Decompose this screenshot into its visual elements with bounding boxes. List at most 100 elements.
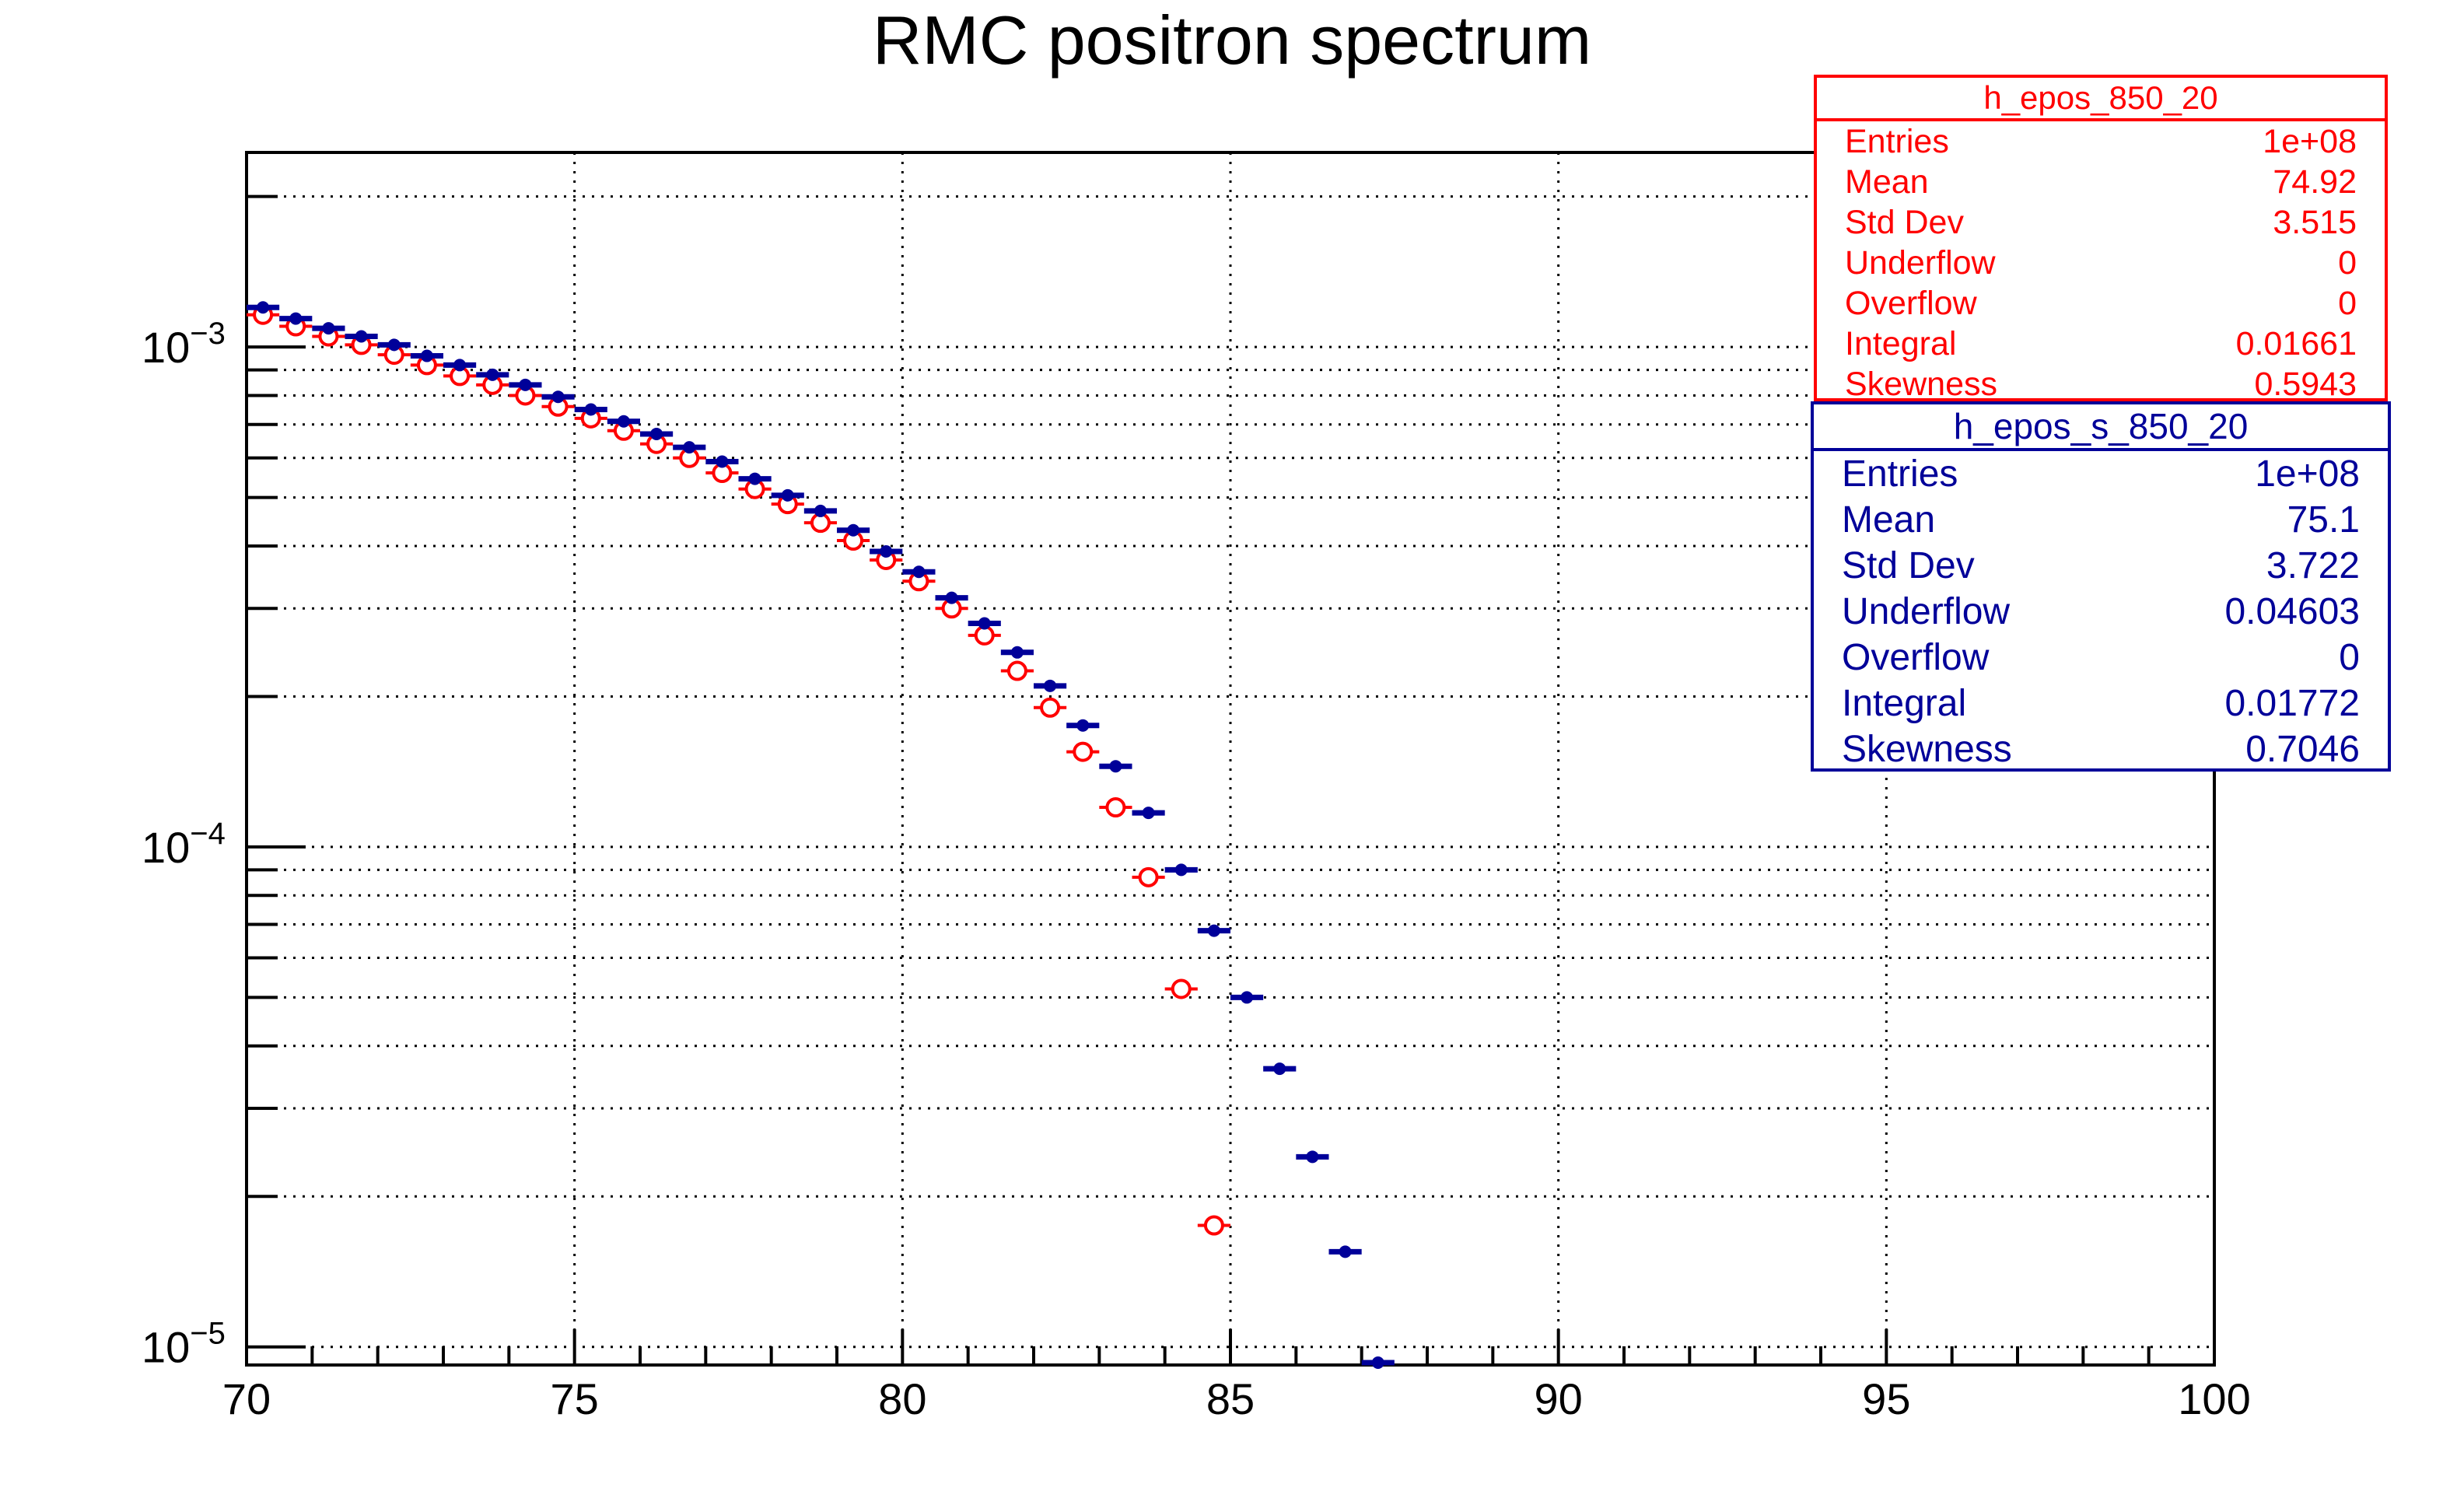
stats-label: Mean: [1842, 499, 1936, 541]
data-point: [420, 349, 433, 362]
data-point: [257, 301, 270, 314]
data-point: [716, 455, 729, 468]
data-point: [978, 617, 991, 630]
stats-value: 1e+08: [2255, 453, 2360, 495]
stats-label: Entries: [1842, 453, 1958, 495]
x-tick-label: 85: [1206, 1374, 1255, 1423]
data-point: [322, 322, 335, 335]
stats-label: Std Dev: [1845, 204, 1964, 241]
stats-label: Integral: [1842, 683, 1967, 724]
data-point: [1306, 1150, 1319, 1164]
data-point: [584, 403, 597, 416]
stats-value: 0: [2338, 285, 2357, 322]
x-tick-label: 80: [878, 1374, 926, 1423]
stats-label: Underflow: [1845, 244, 1996, 282]
stats-label: Overflow: [1845, 285, 1977, 322]
stats-row-mean: Mean 74.92: [1817, 162, 2385, 202]
stats-row-std-dev: Std Dev 3.515: [1817, 202, 2385, 243]
data-point: [453, 359, 467, 372]
stats-value: 3.515: [2273, 204, 2357, 241]
stats-row-overflow: Overflow 0: [1817, 283, 2385, 324]
data-point: [1138, 866, 1159, 887]
data-point: [387, 338, 401, 352]
stats-value: 3.722: [2266, 545, 2360, 586]
data-point: [1171, 978, 1192, 999]
stats-label: Entries: [1845, 123, 1949, 160]
data-point: [1109, 760, 1122, 773]
stats-title: h_epos_850_20: [1817, 78, 2385, 121]
stats-label: Std Dev: [1842, 545, 1975, 586]
data-point: [880, 545, 893, 558]
data-point: [1142, 807, 1155, 820]
stats-row-skewness: Skewness 0.7046: [1814, 726, 2388, 772]
data-point: [748, 472, 761, 485]
data-point: [847, 523, 860, 537]
stats-row-entries: Entries 1e+08: [1817, 121, 2385, 162]
data-point: [1010, 646, 1024, 659]
data-point: [1006, 660, 1027, 681]
stats-label: Skewness: [1845, 366, 1997, 403]
data-point: [1174, 863, 1188, 877]
data-point: [1076, 719, 1090, 732]
stats-value: 0: [2338, 244, 2357, 282]
stats-label: Integral: [1845, 325, 1957, 362]
data-point: [289, 312, 303, 325]
x-tick-label: 95: [1862, 1374, 1910, 1423]
data-point: [551, 390, 565, 404]
data-point: [683, 441, 696, 454]
data-point: [1044, 679, 1057, 692]
data-point: [781, 488, 794, 502]
data-point: [650, 427, 663, 440]
stats-value: 75.1: [2287, 499, 2360, 541]
chart-title: RMC positron spectrum: [873, 2, 1591, 79]
data-point: [814, 504, 827, 517]
data-point: [617, 415, 630, 428]
data-point: [519, 378, 532, 391]
stats-label: Mean: [1845, 163, 1929, 201]
stats-value: 0.04603: [2224, 591, 2360, 632]
stats-row-mean: Mean 75.1: [1814, 497, 2388, 543]
stats-label: Skewness: [1842, 729, 2012, 770]
data-point: [1207, 924, 1220, 937]
data-point: [1105, 797, 1126, 818]
stats-value: 0: [2339, 637, 2360, 678]
y-tick-label: 10−3: [142, 317, 226, 372]
y-tick-label-exponent: −3: [190, 317, 226, 351]
y-tick-label: 10−5: [142, 1317, 226, 1372]
data-point: [945, 591, 958, 604]
stats-value: 0.7046: [2245, 729, 2360, 770]
data-point: [355, 330, 368, 343]
data-point: [486, 368, 499, 381]
data-point: [1273, 1062, 1286, 1076]
stats-row-integral: Integral 0.01772: [1814, 681, 2388, 726]
data-point: [1241, 991, 1254, 1004]
data-point: [1203, 1215, 1224, 1236]
data-point: [1073, 741, 1094, 762]
x-tick-label: 70: [222, 1374, 271, 1423]
stats-label: Overflow: [1842, 637, 1990, 678]
stats-title: h_epos_s_850_20: [1814, 404, 2388, 451]
y-tick-label-exponent: −4: [190, 817, 226, 851]
data-point: [912, 565, 926, 579]
stats-value: 1e+08: [2263, 123, 2357, 160]
stats-row-std-dev: Std Dev 3.722: [1814, 543, 2388, 589]
data-point: [1371, 1356, 1384, 1369]
stats-row-skewness: Skewness 0.5943: [1817, 364, 2385, 404]
x-tick-label: 75: [551, 1374, 599, 1423]
y-tick-label: 10−4: [142, 817, 226, 872]
stats-row-integral: Integral 0.01661: [1817, 324, 2385, 364]
stats-value: 0.01772: [2224, 683, 2360, 724]
data-point: [1040, 697, 1061, 718]
series-h_epos_s_850_20: [247, 301, 1395, 1369]
axis-ticks: [245, 194, 2216, 1365]
stats-value: 74.92: [2273, 163, 2357, 201]
stats-value: 0.01661: [2235, 325, 2357, 362]
stats-label: Underflow: [1842, 591, 2011, 632]
stats-row-underflow: Underflow 0: [1817, 243, 2385, 283]
stats-row-underflow: Underflow 0.04603: [1814, 589, 2388, 635]
x-tick-label: 90: [1535, 1374, 1583, 1423]
stats-box-h-epos-s-850-20: h_epos_s_850_20 Entries 1e+08 Mean 75.1 St…: [1811, 401, 2391, 772]
stats-value: 0.5943: [2254, 366, 2357, 403]
stats-row-overflow: Overflow 0: [1814, 635, 2388, 681]
series-h_epos_850_20: [247, 304, 1230, 1236]
